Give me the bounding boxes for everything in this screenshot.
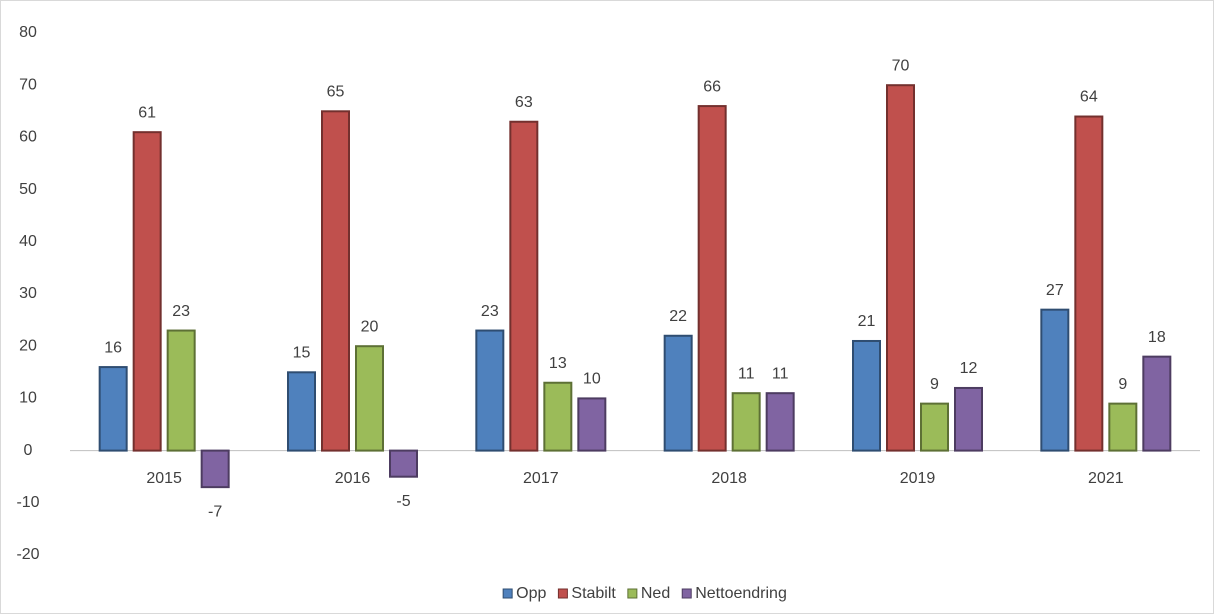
- data-label: 11: [738, 365, 755, 382]
- data-label: 20: [361, 318, 379, 335]
- bar: [389, 449, 418, 478]
- data-label: 23: [172, 303, 190, 320]
- data-label: 21: [858, 313, 876, 330]
- bar: [543, 381, 573, 452]
- bar: [355, 345, 384, 452]
- data-label: 9: [1118, 376, 1127, 393]
- legend-swatch: [627, 588, 638, 599]
- bar: [1108, 402, 1138, 452]
- y-tick-label: 20: [19, 337, 37, 354]
- bar: [1142, 355, 1172, 452]
- legend-label: Ned: [641, 585, 670, 602]
- bar: [321, 110, 350, 452]
- y-tick-label: 80: [19, 24, 37, 41]
- bar: [577, 397, 607, 452]
- y-tick-label: 70: [19, 76, 37, 93]
- bar: [132, 131, 162, 452]
- y-tick-label: -20: [16, 546, 39, 563]
- data-label: 13: [549, 355, 567, 372]
- bar: [697, 105, 727, 452]
- legend-label: Stabilt: [571, 585, 616, 602]
- y-tick-label: -10: [16, 494, 39, 511]
- legend-swatch: [502, 588, 513, 599]
- bar: [98, 366, 128, 452]
- data-label: 10: [583, 371, 601, 388]
- data-label: 18: [1148, 329, 1166, 346]
- data-label: -7: [208, 503, 222, 520]
- x-tick-label: 2018: [711, 470, 747, 487]
- bar: [852, 339, 881, 452]
- bar: [166, 329, 196, 452]
- data-label: 9: [930, 376, 939, 393]
- data-label: -5: [396, 493, 410, 510]
- data-label: 61: [138, 104, 156, 121]
- bar: [475, 329, 505, 452]
- legend-swatch: [681, 588, 692, 599]
- data-label: 16: [104, 339, 122, 356]
- bar: [509, 120, 539, 452]
- x-tick-label: 2015: [146, 470, 182, 487]
- data-label: 70: [892, 57, 910, 74]
- y-tick-label: 50: [19, 181, 37, 198]
- x-tick-label: 2016: [335, 470, 371, 487]
- y-tick-label: 40: [19, 233, 37, 250]
- y-tick-label: 30: [19, 285, 37, 302]
- bar: [1040, 308, 1070, 452]
- y-tick-label: 10: [19, 390, 37, 407]
- data-label: 15: [293, 345, 311, 362]
- y-tick-label: 0: [24, 442, 33, 459]
- x-tick-label: 2017: [523, 470, 559, 487]
- data-label: 12: [960, 360, 978, 377]
- bar: [287, 371, 316, 452]
- bar: [954, 386, 983, 452]
- bar: [731, 392, 761, 452]
- x-tick-label: 2021: [1088, 470, 1124, 487]
- data-label: 65: [327, 84, 345, 101]
- bar: [765, 392, 795, 452]
- x-tick-label: 2019: [900, 470, 936, 487]
- legend-label: Nettoendring: [695, 585, 787, 602]
- data-label: 63: [515, 94, 533, 111]
- bar: [920, 402, 949, 452]
- data-label: 11: [772, 365, 789, 382]
- bar: [663, 334, 693, 452]
- legend-label: Opp: [516, 585, 546, 602]
- data-label: 23: [481, 303, 499, 320]
- data-label: 64: [1080, 89, 1098, 106]
- data-label: 66: [703, 78, 721, 95]
- data-label: 22: [669, 308, 687, 325]
- y-tick-label: 60: [19, 129, 37, 146]
- data-label: 27: [1046, 282, 1064, 299]
- legend-swatch: [557, 588, 568, 599]
- bar: [886, 84, 915, 452]
- bar: [200, 449, 230, 489]
- bar: [1074, 115, 1104, 452]
